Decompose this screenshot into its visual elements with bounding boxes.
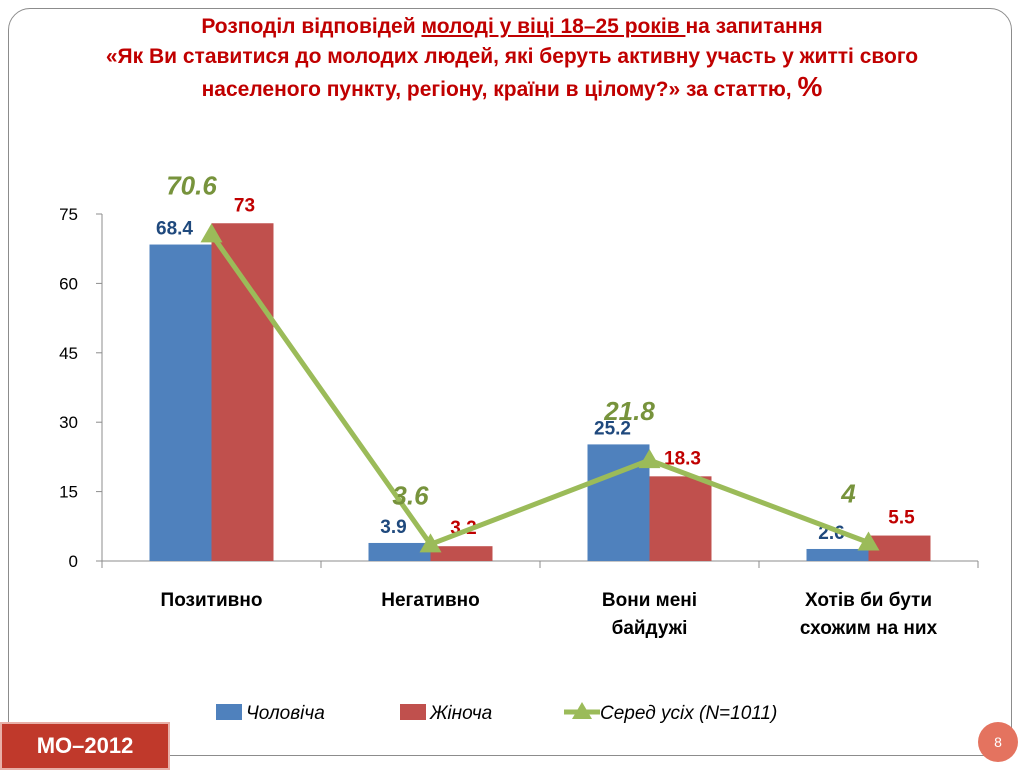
slide-frame xyxy=(8,8,1012,756)
y-tick-label: 0 xyxy=(69,552,78,571)
year-badge: МО–2012 xyxy=(0,722,170,770)
marker-average xyxy=(857,531,880,551)
x-category-label: схожим на них xyxy=(800,618,938,639)
legend-swatch-male xyxy=(216,704,242,720)
bar-female xyxy=(868,535,931,561)
bar-male xyxy=(806,548,869,561)
data-label-average: 70.6 xyxy=(166,170,217,200)
marker-average xyxy=(419,533,442,553)
legend-label-average: Серед усіх (N=1011) xyxy=(600,703,777,724)
legend-swatch-female xyxy=(400,704,426,720)
data-label-average: 21.8 xyxy=(603,396,655,426)
legend-label-male: Чоловіча xyxy=(246,703,325,724)
y-tick-label: 75 xyxy=(59,205,78,224)
series-line-average xyxy=(209,232,870,547)
x-category-label: Негативно xyxy=(381,590,480,611)
data-label-male: 68.4 xyxy=(156,219,193,240)
data-label-average: 3.6 xyxy=(392,480,429,510)
title-percent-sign: % xyxy=(797,71,823,102)
marker-average xyxy=(200,223,223,243)
bar-female xyxy=(430,546,493,561)
data-label-female: 18.3 xyxy=(664,448,701,469)
bar-female xyxy=(649,476,712,561)
data-label-male: 25.2 xyxy=(594,418,631,439)
data-label-average: 4 xyxy=(840,478,856,508)
chart-title: Розподіл відповідей молоді у віці 18–25 … xyxy=(40,12,984,105)
title-underlined-phrase: молоді у віці 18–25 років xyxy=(421,15,686,38)
data-label-female: 73 xyxy=(234,195,255,216)
title-line-3: населеного пункту, регіону, країни в ціл… xyxy=(201,71,823,102)
title-line-2: «Як Ви ставитися до молодих людей, які б… xyxy=(105,45,919,68)
legend-marker-average xyxy=(572,702,592,719)
x-category-label: байдужі xyxy=(612,618,688,639)
data-label-female: 5.5 xyxy=(888,508,915,529)
y-tick-label: 30 xyxy=(59,413,78,432)
marker-average xyxy=(638,449,661,469)
bar-male xyxy=(368,542,431,561)
x-category-label: Вони мені xyxy=(602,590,697,611)
data-label-male: 3.9 xyxy=(380,517,406,538)
y-tick-label: 45 xyxy=(59,344,78,363)
page-number: 8 xyxy=(978,722,1018,762)
title-line-1: Розподіл відповідей молоді у віці 18–25 … xyxy=(201,15,823,38)
legend-label-female: Жіноча xyxy=(429,703,492,724)
y-tick-label: 60 xyxy=(59,274,78,293)
x-category-label: Позитивно xyxy=(161,590,263,611)
y-tick-label: 15 xyxy=(59,483,78,502)
bar-male xyxy=(149,244,212,561)
x-category-label: Хотів би бути xyxy=(805,590,932,611)
